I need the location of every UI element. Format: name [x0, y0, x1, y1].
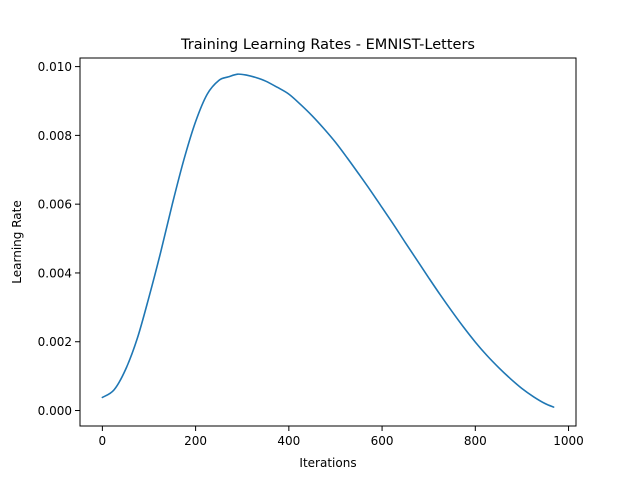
chart-title: Training Learning Rates - EMNIST-Letters: [180, 37, 475, 53]
x-tick-label: 200: [184, 434, 207, 448]
x-tick-label: 800: [464, 434, 487, 448]
x-axis-ticks: 0 200 400 600 800 1000: [99, 426, 584, 448]
x-tick-label: 600: [371, 434, 394, 448]
y-tick-label: 0.004: [38, 266, 72, 280]
x-tick-label: 1000: [553, 434, 584, 448]
y-tick-label: 0.006: [38, 198, 72, 212]
axes-frame: [79, 57, 577, 427]
learning-rate-line: [101, 73, 555, 408]
y-axis-ticks: 0.000 0.002 0.004 0.006 0.008 0.010: [38, 60, 80, 418]
y-tick-label: 0.002: [38, 335, 72, 349]
x-tick-label: 0: [99, 434, 107, 448]
x-axis-label: Iterations: [299, 456, 356, 470]
y-axis-label: Learning Rate: [10, 200, 24, 283]
plot-area: 0 200 400 600 800 1000 0.0000.0020.0040.0060.…: [38, 57, 584, 448]
x-tick-label: 400: [277, 434, 300, 448]
y-tick-label: 0.008: [38, 129, 72, 143]
y-tick-label: 0.010: [38, 60, 72, 74]
y-tick-label: 0.000: [38, 404, 72, 418]
